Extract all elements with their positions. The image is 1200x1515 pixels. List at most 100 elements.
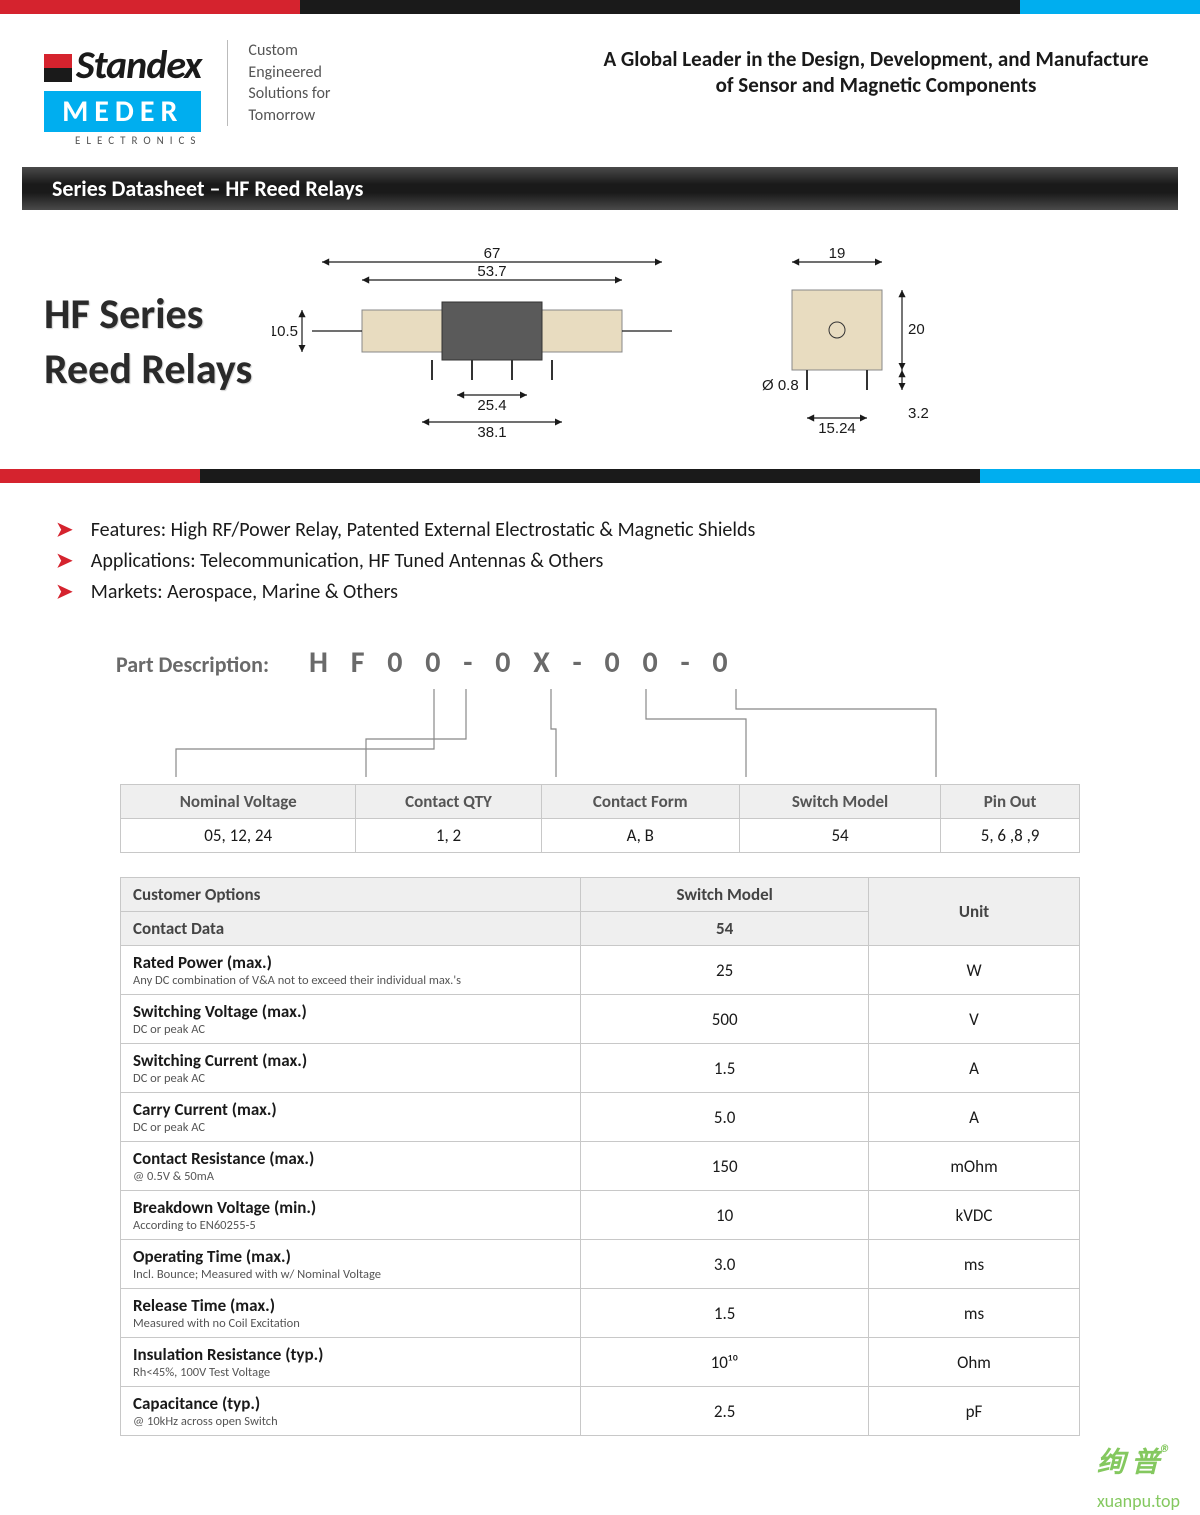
bullet-arrow-icon: ➤ [56,579,73,604]
feature-text: Features: High RF/Power Relay, Patented … [91,518,756,542]
value-cell: 25 [581,946,869,995]
param-cell: Capacitance (typ.)@ 10kHz across open Sw… [121,1387,581,1436]
logo-meder: MEDER [44,91,201,132]
part-bracket-diagram [156,689,1076,779]
tagline-line: Solutions for [248,83,330,105]
col-header: Unit [869,878,1080,946]
watermark-cn: 绚 普 [1097,1444,1159,1479]
svg-text:15.24: 15.24 [818,420,856,437]
value-cell: 500 [581,995,869,1044]
feature-text: Applications: Telecommunication, HF Tune… [91,549,604,573]
param-cell: Rated Power (max.)Any DC combination of … [121,946,581,995]
col-header: 54 [581,912,869,946]
cell: 5, 6 ,8 ,9 [941,819,1080,853]
col-header: Nominal Voltage [121,785,356,819]
table-row: Contact Resistance (max.)@ 0.5V & 50mA15… [121,1142,1080,1191]
table-row: Capacitance (typ.)@ 10kHz across open Sw… [121,1387,1080,1436]
table-row: Switching Current (max.)DC or peak AC1.5… [121,1044,1080,1093]
dimension-diagram: 67 53.7 10.5 25.4 [272,240,1156,445]
bullet-arrow-icon: ➤ [56,548,73,573]
cell: 54 [739,819,940,853]
table-row: Operating Time (max.)Incl. Bounce; Measu… [121,1240,1080,1289]
brand-tagline: Custom Engineered Solutions for Tomorrow [227,40,330,126]
param-cell: Switching Current (max.)DC or peak AC [121,1044,581,1093]
unit-cell: W [869,946,1080,995]
list-item: ➤ Markets: Aerospace, Marine & Others [56,579,1144,604]
unit-cell: mOhm [869,1142,1080,1191]
table-row: Customer Options Switch Model Unit [121,878,1080,912]
top-color-stripe [0,0,1200,14]
svg-text:3.2: 3.2 [908,405,929,422]
hero-title-l1: HF Series [44,288,252,343]
param-cell: Insulation Resistance (typ.)Rh<45%, 100V… [121,1338,581,1387]
col-header: Contact Form [541,785,739,819]
datasheet-title-bar: Series Datasheet – HF Reed Relays [22,167,1178,210]
svg-text:67: 67 [484,245,501,262]
table-row: Carry Current (max.)DC or peak AC5.0A [121,1093,1080,1142]
part-breakdown-table: Nominal Voltage Contact QTY Contact Form… [120,784,1080,853]
tagline-line: Custom [248,40,330,62]
header-slogan: A Global Leader in the Design, Developme… [596,40,1156,98]
col-header: Pin Out [941,785,1080,819]
svg-text:20: 20 [908,321,925,338]
hero-title-l2: Reed Relays [44,343,252,398]
value-cell: 2.5 [581,1387,869,1436]
param-cell: Carry Current (max.)DC or peak AC [121,1093,581,1142]
svg-text:19: 19 [829,245,846,262]
svg-text:53.7: 53.7 [478,263,507,280]
table-row: 05, 12, 24 1, 2 A, B 54 5, 6 ,8 ,9 [121,819,1080,853]
hero-title: HF Series Reed Relays [44,288,252,397]
table-row: Insulation Resistance (typ.)Rh<45%, 100V… [121,1338,1080,1387]
value-cell: 3.0 [581,1240,869,1289]
header: Standex MEDER ELECTRONICS Custom Enginee… [0,14,1200,167]
tagline-line: Engineered [248,62,330,84]
unit-cell: A [869,1044,1080,1093]
content: ➤ Features: High RF/Power Relay, Patented… [0,483,1200,1488]
cell: 05, 12, 24 [121,819,356,853]
param-cell: Contact Resistance (max.)@ 0.5V & 50mA [121,1142,581,1191]
logo-electronics: ELECTRONICS [44,134,201,147]
unit-cell: kVDC [869,1191,1080,1240]
value-cell: 1.5 [581,1289,869,1338]
value-cell: 5.0 [581,1093,869,1142]
value-cell: 10¹⁰ [581,1338,869,1387]
unit-cell: V [869,995,1080,1044]
value-cell: 10 [581,1191,869,1240]
table-row: Release Time (max.)Measured with no Coil… [121,1289,1080,1338]
value-cell: 150 [581,1142,869,1191]
mid-color-stripe [0,469,1200,483]
value-cell: 1.5 [581,1044,869,1093]
cell: 1, 2 [356,819,541,853]
list-item: ➤Features: High RF/Power Relay, Patented… [56,517,1144,542]
table-row: Breakdown Voltage (min.)According to EN6… [121,1191,1080,1240]
col-header: Contact QTY [356,785,541,819]
param-cell: Switching Voltage (max.)DC or peak AC [121,995,581,1044]
unit-cell: ms [869,1240,1080,1289]
param-cell: Breakdown Voltage (min.)According to EN6… [121,1191,581,1240]
unit-cell: pF [869,1387,1080,1436]
part-code: H F 0 0 - 0 X - 0 0 - 0 [309,644,736,681]
col-header: Contact Data [121,912,581,946]
svg-text:25.4: 25.4 [478,397,507,414]
watermark-reg: ® [1159,1440,1171,1468]
param-cell: Operating Time (max.)Incl. Bounce; Measu… [121,1240,581,1289]
hero-section: HF Series Reed Relays 67 53.7 [0,210,1200,469]
logo-standex: Standex [44,40,201,89]
table-row: Switching Voltage (max.)DC or peak AC500… [121,995,1080,1044]
param-cell: Release Time (max.)Measured with no Coil… [121,1289,581,1338]
spec-table: Customer Options Switch Model Unit Conta… [120,877,1080,1436]
logo-text-standex: Standex [76,40,201,89]
col-header: Customer Options [121,878,581,912]
svg-text:Ø 0.8: Ø 0.8 [762,377,799,394]
feature-text: Markets: Aerospace, Marine & Others [91,580,398,604]
list-item: ➤ Applications: Telecommunication, HF Tun… [56,548,1144,573]
tagline-line: Tomorrow [248,105,330,127]
table-row: Rated Power (max.)Any DC combination of … [121,946,1080,995]
col-header: Switch Model [739,785,940,819]
logo-flag-icon [44,54,72,82]
cell: A, B [541,819,739,853]
svg-text:10.5: 10.5 [272,323,298,340]
unit-cell: A [869,1093,1080,1142]
brand-logo: Standex MEDER ELECTRONICS Custom Enginee… [44,40,330,147]
feature-list: ➤ Features: High RF/Power Relay, Patented… [56,517,1144,604]
